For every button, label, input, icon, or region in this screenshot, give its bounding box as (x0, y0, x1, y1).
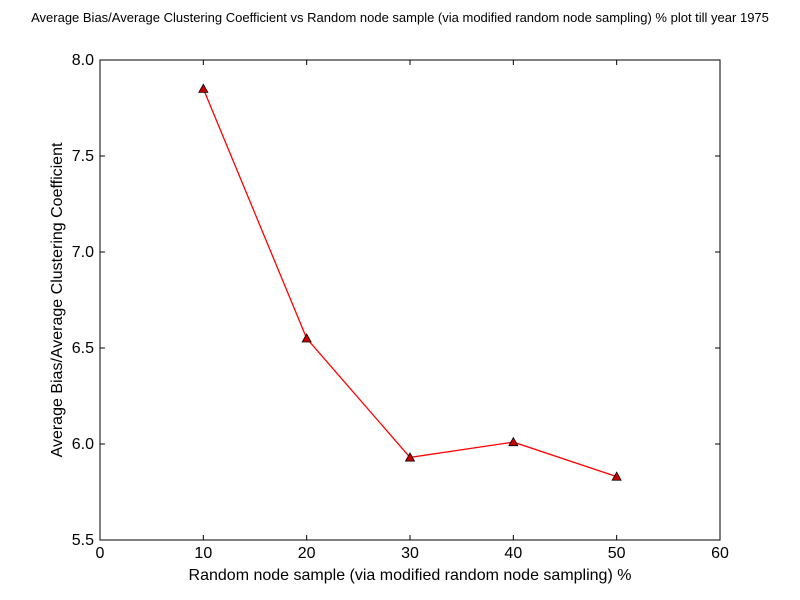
y-tick-label: 8.0 (72, 52, 94, 69)
y-tick-label: 6.5 (72, 340, 94, 357)
data-point-marker (198, 83, 209, 93)
y-tick-label: 5.5 (72, 532, 94, 549)
x-tick-label: 60 (711, 545, 729, 562)
y-tick-label: 6.0 (72, 436, 94, 453)
x-tick-label: 50 (608, 545, 626, 562)
y-tick-label: 7.0 (72, 244, 94, 261)
data-point-marker (301, 333, 312, 343)
x-tick-label: 40 (504, 545, 522, 562)
y-axis-label: Average Bias/Average Clustering Coeffici… (49, 142, 66, 457)
x-tick-label: 20 (298, 545, 316, 562)
plot-area (99, 59, 721, 541)
data-point-marker (508, 436, 519, 447)
axis-ticks: 0 10 20 30 40 50 60 5.5 6.0 6.5 7.0 7.5 8.0 (72, 52, 729, 562)
x-tick-label: 10 (194, 545, 212, 562)
x-tick-label: 0 (96, 545, 105, 562)
chart-title: Average Bias/Average Clustering Coeffici… (31, 10, 769, 25)
y-tick-label: 7.5 (72, 148, 94, 165)
x-axis-label: Random node sample (via modified random … (189, 567, 632, 584)
data-point-marker (611, 471, 622, 481)
series-group (198, 83, 622, 481)
x-tick-label: 30 (401, 545, 419, 562)
data-point-marker (404, 452, 416, 462)
